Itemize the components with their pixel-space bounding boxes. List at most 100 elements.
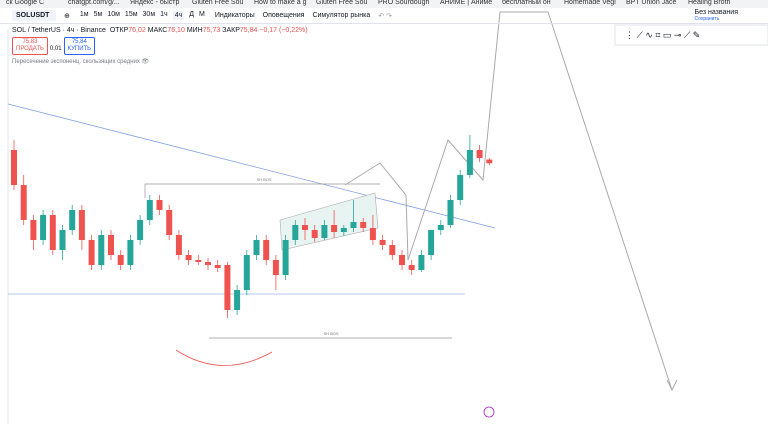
candle-body: [88, 240, 95, 265]
buy-button[interactable]: 75,84 КУПИТЬ: [63, 37, 96, 55]
candle-body: [156, 200, 163, 210]
indicators[interactable]: Индикаторы: [214, 12, 255, 19]
trend-line: [7, 103, 496, 229]
candle-body: [408, 265, 415, 270]
bookmark[interactable]: Gluten Free Sou: [192, 0, 244, 6]
interval[interactable]: 1м: [79, 11, 89, 18]
candle-body: [69, 210, 76, 230]
candle-body: [418, 255, 425, 270]
candle-body: [302, 225, 308, 230]
candle-body: [137, 220, 144, 240]
candle-body: [40, 215, 47, 240]
spread: 0,01: [49, 46, 62, 52]
candle-body: [253, 240, 260, 255]
bookmark[interactable]: Homemade Vegi: [564, 0, 616, 6]
bookmark[interactable]: How to make a g: [254, 0, 307, 6]
drawing-tools[interactable]: ⋮ ⟋ ∿ ⌗ ▭ ⊸ ⟋ ✎: [625, 30, 700, 40]
candle-body: [399, 255, 405, 265]
bookmark[interactable]: Gluten Free Sou: [316, 0, 368, 6]
candle-body: [321, 225, 328, 238]
interval[interactable]: 1ч: [160, 11, 168, 18]
candle-body: [437, 225, 444, 230]
candle-body: [486, 159, 493, 164]
interval[interactable]: 10м: [107, 11, 120, 18]
open: 76,02: [128, 27, 146, 34]
buy: КУПИТЬ: [67, 46, 92, 52]
replay[interactable]: Симулятор рынка: [312, 12, 371, 19]
sell: ПРОДАТЬ: [16, 46, 44, 52]
close-label: ЗАКР: [222, 27, 240, 34]
symbol-search[interactable]: SOLUSDT: [12, 10, 56, 21]
bookmark[interactable]: chatgpt.com/g/...: [68, 0, 120, 6]
bookmark[interactable]: АНИМЕ | Аниме: [440, 0, 493, 6]
layout[interactable]: Без названия Сохранить: [695, 9, 738, 23]
candle-body: [234, 290, 241, 310]
candle-body: [185, 255, 192, 260]
bookmark[interactable]: Яндекс - быстр: [130, 0, 180, 6]
change: −0,17 (−0,22%): [259, 27, 308, 34]
candle-body: [340, 228, 347, 232]
bookmark[interactable]: бесплатный он: [502, 0, 551, 6]
top-toolbar: SOLUSDT ⊕ 1м 5м 10м 15м 30м 1ч 4ч Д М Индикаторы…: [0, 8, 768, 24]
high-label: МАКС: [147, 27, 168, 34]
candle-body: [243, 255, 250, 290]
candle-body: [108, 235, 114, 255]
candle-body: [11, 150, 17, 185]
buy-price: 75,84: [71, 39, 87, 45]
candle-body: [292, 225, 299, 240]
candle-body: [49, 215, 56, 250]
candle-body: [146, 200, 153, 220]
candle-body: [20, 185, 27, 220]
candle-body: [476, 150, 483, 158]
candle-body: [78, 210, 85, 240]
drawing-toolbar: [614, 24, 768, 46]
candle-body: [175, 235, 182, 255]
bookmark[interactable]: BPT Union Jace: [626, 0, 677, 6]
candle-body: [457, 175, 464, 200]
candle-body: [224, 265, 231, 310]
candle-body: [369, 228, 376, 240]
bos-label: SH BOS: [256, 177, 271, 182]
channel: [279, 192, 379, 251]
bookmark[interactable]: PRO Sourdough: [378, 0, 430, 6]
candle-body: [466, 150, 473, 175]
zigzag-projection: [344, 11, 673, 391]
indicator: Пересечение экспоненц. скользящих средни…: [12, 59, 140, 65]
candle-body: [127, 240, 134, 265]
alerts[interactable]: Оповещения: [262, 12, 305, 19]
candle-body: [195, 260, 202, 262]
interval[interactable]: М: [198, 11, 205, 18]
bookmarks-bar: ск Google C chatgpt.com/g/... Яндекс - быс…: [0, 0, 768, 8]
sell-price: 75,83: [22, 39, 38, 45]
add[interactable]: ⊕: [64, 12, 70, 20]
indicator-label: Пересечение экспоненц. скользящих средни…: [12, 59, 150, 65]
interval[interactable]: 5м: [93, 11, 103, 18]
flash-icon[interactable]: [483, 406, 495, 418]
bos-line: [144, 183, 380, 198]
candle-body: [214, 265, 221, 268]
low-label: МИН: [186, 27, 203, 34]
bos-label: SH BOS: [323, 331, 338, 336]
candle-body: [360, 222, 367, 228]
candle-body: [428, 230, 435, 255]
candle-body: [311, 230, 318, 238]
arc: [175, 349, 273, 366]
layout-status: Сохранить: [694, 16, 720, 22]
candle-body: [166, 210, 173, 235]
candle-body: [117, 255, 124, 265]
candle-body: [282, 240, 289, 275]
candle-body: [379, 240, 386, 245]
candle-body: [263, 240, 270, 260]
interval[interactable]: 4ч: [172, 11, 185, 20]
undo[interactable]: ↶ ↷: [378, 12, 392, 20]
candle-body: [350, 222, 357, 228]
interval[interactable]: 30м: [142, 11, 156, 18]
intervals: 1м 5м 10м 15м 30м 1ч 4ч Д М: [80, 11, 205, 20]
low: 75,73: [202, 27, 221, 34]
interval[interactable]: 15м: [124, 11, 138, 18]
sell-button[interactable]: 75,83 ПРОДАТЬ: [12, 37, 48, 55]
candle-body: [205, 262, 211, 265]
bookmark[interactable]: ск Google C: [6, 0, 45, 6]
interval[interactable]: Д: [189, 11, 194, 18]
bookmark[interactable]: Healing Broth: [688, 0, 731, 6]
